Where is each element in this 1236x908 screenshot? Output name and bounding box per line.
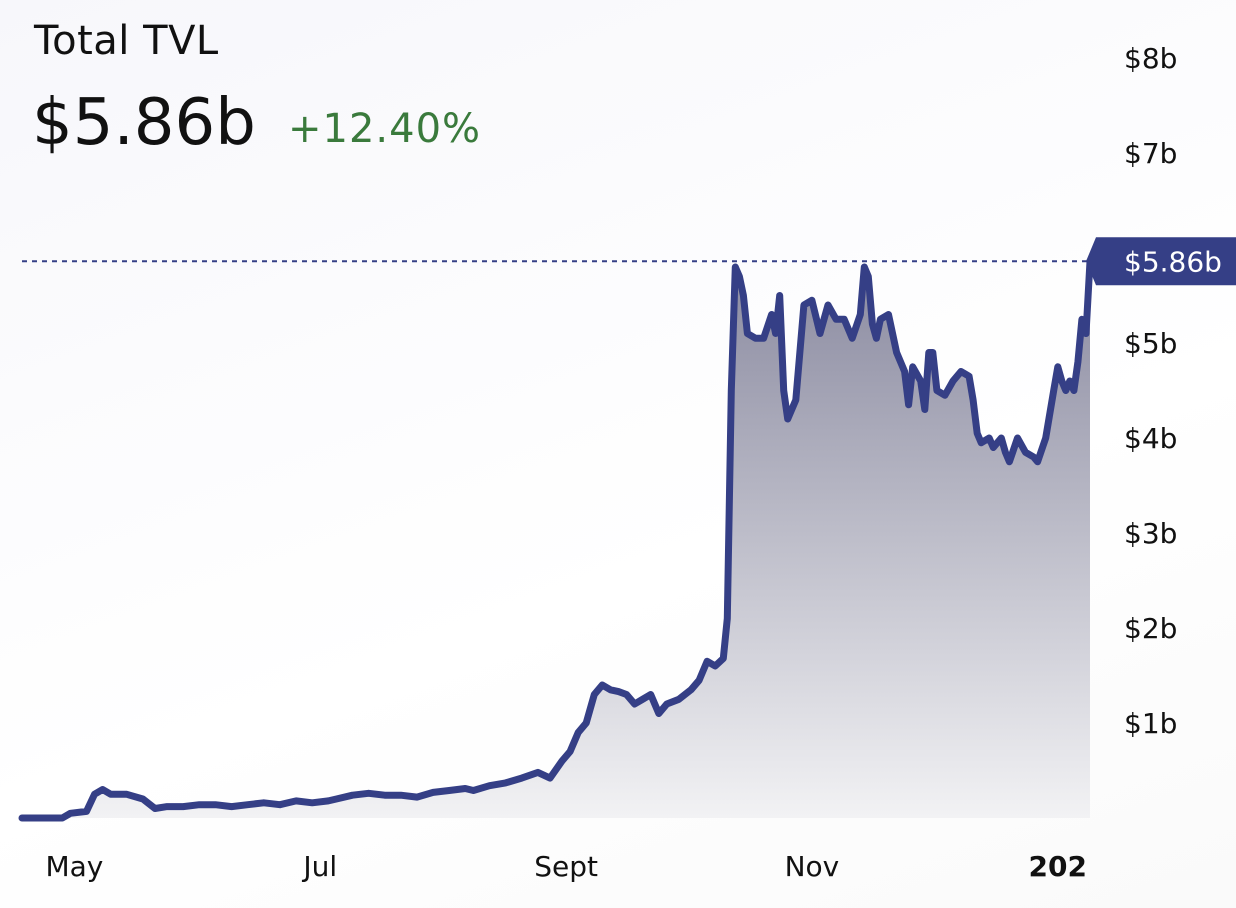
tvl-series-line[interactable]	[18, 257, 1094, 822]
y-tick-label: $1b	[1124, 707, 1177, 740]
y-tick-label: $7b	[1124, 137, 1177, 170]
y-tick-label: $8b	[1124, 42, 1177, 75]
current-value-badge-shape	[1086, 237, 1236, 286]
chart-title: Total TVL	[34, 18, 219, 64]
x-axis: May Jul Sept Nov 202	[45, 850, 1087, 883]
y-tick-label: $3b	[1124, 517, 1177, 550]
tvl-change-badge: +12.40%	[288, 106, 482, 152]
x-tick-label: Nov	[785, 850, 840, 883]
current-value-badge: $5.86b	[1086, 237, 1236, 286]
y-axis: $1b $2b $3b $4b $5b $7b $8b	[1124, 42, 1177, 740]
y-tick-label: $5b	[1124, 327, 1177, 360]
tvl-value: $5.86b	[32, 86, 256, 160]
x-tick-label: Jul	[301, 850, 337, 883]
x-tick-label: May	[45, 850, 103, 883]
current-value-label: $5.86b	[1124, 245, 1222, 278]
tvl-area-fill	[22, 261, 1090, 818]
y-tick-label: $2b	[1124, 612, 1177, 645]
y-tick-label: $4b	[1124, 422, 1177, 455]
x-tick-label: 202	[1029, 850, 1087, 883]
x-tick-label: Sept	[534, 850, 598, 883]
